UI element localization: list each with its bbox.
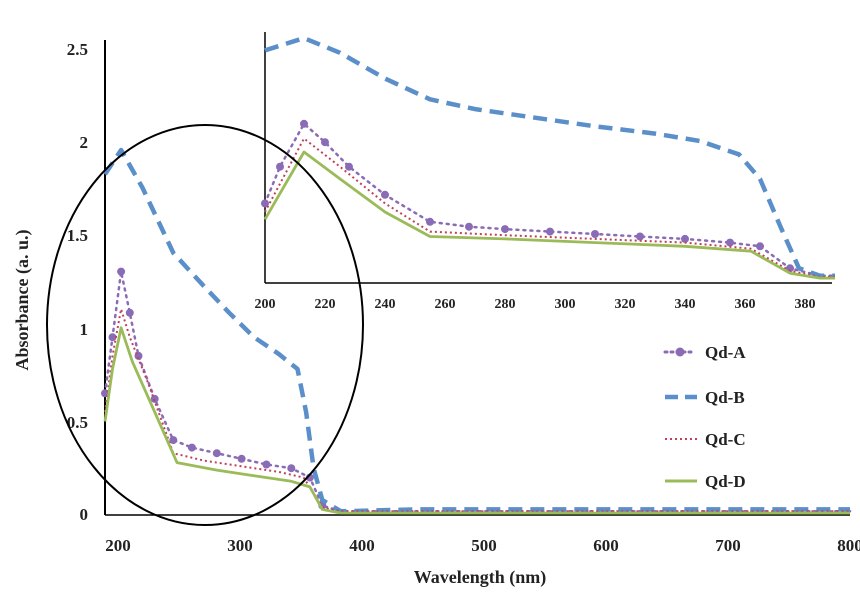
x-tick-label: 800 (837, 536, 860, 555)
main-data-point-qd-a (212, 449, 221, 458)
inset-data-point-qd-a (636, 232, 644, 241)
main-data-point-qd-a (169, 436, 178, 445)
inset-x-tick-label: 300 (555, 297, 576, 312)
legend: Qd-A Qd-B Qd-C Qd-D (663, 343, 746, 491)
x-tick-label: 400 (349, 536, 375, 555)
inset-x-tick-label: 260 (435, 297, 456, 312)
inset-x-tick-label: 280 (495, 297, 516, 312)
inset-data-point-qd-a (591, 230, 599, 238)
main-series-line-qd-d (103, 326, 850, 515)
inset-x-tick-label: 220 (315, 297, 336, 312)
y-tick-label: 0.5 (67, 413, 88, 432)
x-tick-label: 700 (715, 536, 741, 555)
inset-data-point-qd-a (345, 162, 353, 171)
inset-x-tick-label: 320 (615, 297, 636, 312)
x-tick-label: 300 (227, 536, 253, 555)
y-axis-title: Absorbance (a. u.) (12, 229, 33, 370)
inset-data-point-qd-a (546, 227, 554, 236)
y-tick-label: 1.5 (67, 226, 88, 245)
main-plot-area (101, 147, 852, 515)
inset-x-tick-label: 380 (795, 297, 816, 312)
main-data-point-qd-a (237, 454, 246, 463)
inset-x-tick-label: 240 (375, 297, 396, 312)
inset-data-point-qd-a (756, 242, 764, 251)
inset-data-point-qd-a (681, 234, 689, 243)
main-data-point-qd-a (287, 464, 296, 473)
inset-data-point-qd-a (426, 217, 434, 226)
inset-data-point-qd-a (381, 190, 389, 199)
legend-label-qd-c: Qd-C (705, 430, 746, 449)
inset-series-line-qd-b (264, 35, 835, 278)
inset-plot-area (261, 35, 837, 280)
y-tick-label: 0 (80, 505, 89, 524)
zoom-region-ellipse (46, 124, 364, 526)
main-data-point-qd-a (262, 460, 271, 469)
inset-data-point-qd-a (786, 264, 794, 273)
y-tick-label: 2.5 (67, 40, 88, 59)
main-data-point-qd-a (187, 443, 196, 452)
y-tick-label: 1 (80, 320, 89, 339)
inset-data-point-qd-a (465, 222, 473, 231)
inset-x-tick-label: 340 (675, 297, 696, 312)
main-data-point-qd-a (117, 267, 126, 276)
inset-series-line-qd-c (264, 137, 835, 278)
inset-x-ticks: 200 220 240 260 280 300 320 340 360 380 (255, 297, 816, 312)
x-tick-label: 500 (471, 536, 497, 555)
legend-marker-qd-a (675, 347, 685, 357)
inset-data-point-qd-a (261, 199, 269, 208)
main-data-point-qd-a (108, 333, 117, 342)
x-axis-title: Wavelength (nm) (414, 567, 547, 588)
legend-label-qd-b: Qd-B (705, 388, 745, 407)
main-series-line-qd-b (103, 147, 850, 514)
x-tick-label: 200 (105, 536, 131, 555)
legend-label-qd-d: Qd-D (705, 472, 746, 491)
main-data-point-qd-a (125, 308, 134, 317)
inset-data-point-qd-a (276, 162, 284, 171)
y-tick-label: 2 (80, 133, 89, 152)
inset-x-tick-label: 200 (255, 297, 276, 312)
inset-x-tick-label: 360 (735, 297, 756, 312)
inset-series-line-qd-d (263, 150, 835, 280)
inset-data-point-qd-a (321, 138, 329, 147)
main-series-line-qd-c (104, 308, 850, 513)
inset-data-point-qd-a (501, 225, 509, 234)
inset-data-point-qd-a (726, 238, 734, 247)
x-tick-label: 600 (593, 536, 619, 555)
inset-series-line-qd-a (263, 122, 837, 277)
inset-data-point-qd-a (300, 119, 308, 128)
legend-label-qd-a: Qd-A (705, 343, 746, 362)
